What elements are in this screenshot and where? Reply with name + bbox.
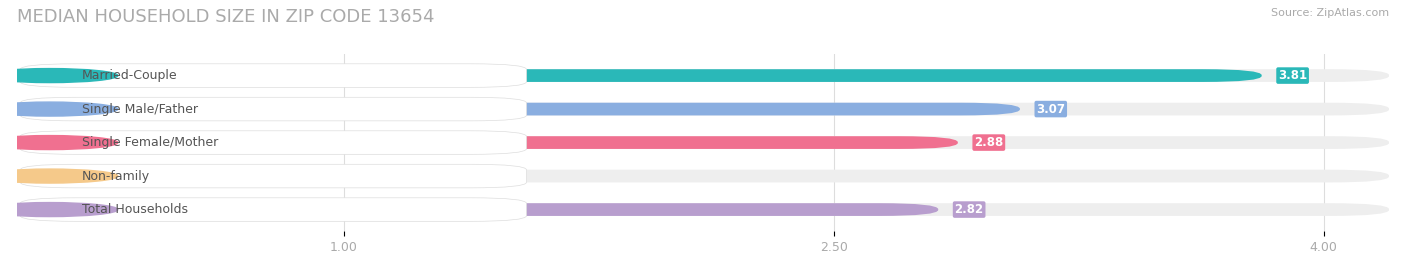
Circle shape bbox=[0, 136, 118, 150]
Text: 2.82: 2.82 bbox=[955, 203, 984, 216]
FancyBboxPatch shape bbox=[17, 136, 957, 149]
Text: Total Households: Total Households bbox=[82, 203, 188, 216]
FancyBboxPatch shape bbox=[20, 97, 527, 121]
FancyBboxPatch shape bbox=[17, 203, 1389, 216]
FancyBboxPatch shape bbox=[20, 164, 527, 188]
Text: Non-family: Non-family bbox=[82, 169, 150, 183]
FancyBboxPatch shape bbox=[17, 136, 1389, 149]
Text: 3.81: 3.81 bbox=[1278, 69, 1308, 82]
FancyBboxPatch shape bbox=[20, 64, 527, 87]
FancyBboxPatch shape bbox=[17, 69, 1261, 82]
Circle shape bbox=[0, 203, 118, 217]
FancyBboxPatch shape bbox=[17, 170, 412, 182]
FancyBboxPatch shape bbox=[17, 170, 1389, 182]
Text: 2.88: 2.88 bbox=[974, 136, 1004, 149]
Text: Single Male/Father: Single Male/Father bbox=[82, 102, 198, 116]
FancyBboxPatch shape bbox=[17, 103, 1389, 115]
FancyBboxPatch shape bbox=[20, 198, 527, 221]
Circle shape bbox=[0, 169, 118, 183]
Circle shape bbox=[0, 102, 118, 116]
FancyBboxPatch shape bbox=[17, 203, 938, 216]
Text: 1.21: 1.21 bbox=[429, 169, 457, 183]
Text: Married-Couple: Married-Couple bbox=[82, 69, 177, 82]
FancyBboxPatch shape bbox=[20, 131, 527, 154]
Circle shape bbox=[0, 69, 118, 83]
FancyBboxPatch shape bbox=[17, 69, 1389, 82]
Text: Source: ZipAtlas.com: Source: ZipAtlas.com bbox=[1271, 8, 1389, 18]
FancyBboxPatch shape bbox=[17, 103, 1019, 115]
Text: 3.07: 3.07 bbox=[1036, 102, 1066, 116]
Text: MEDIAN HOUSEHOLD SIZE IN ZIP CODE 13654: MEDIAN HOUSEHOLD SIZE IN ZIP CODE 13654 bbox=[17, 8, 434, 26]
Text: Single Female/Mother: Single Female/Mother bbox=[82, 136, 218, 149]
